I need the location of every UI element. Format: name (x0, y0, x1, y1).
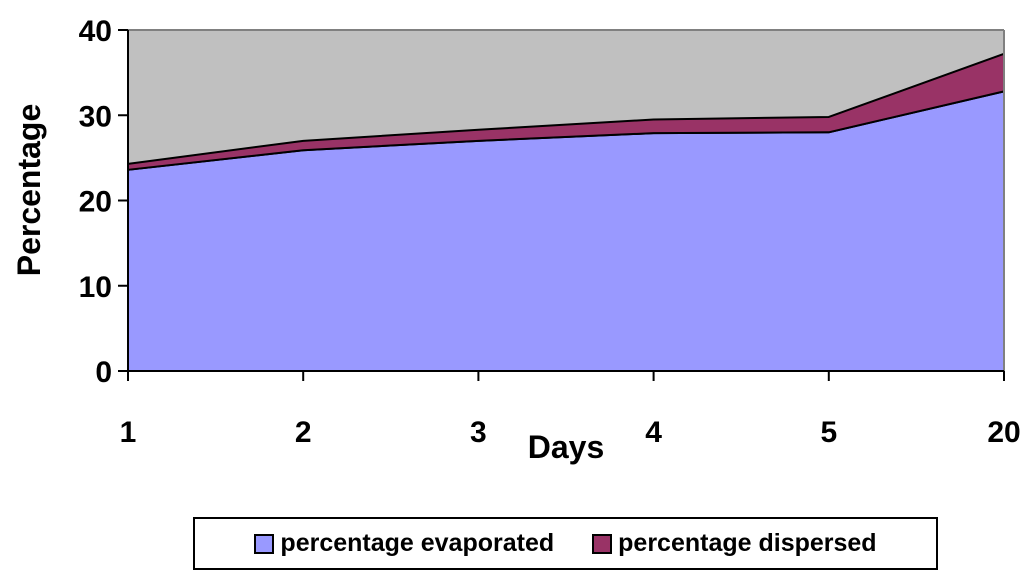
y-tick-label: 20 (79, 186, 112, 219)
y-tick-label: 10 (79, 271, 112, 304)
legend-label-dispersed: percentage dispersed (618, 529, 877, 557)
x-tick-label: 20 (987, 416, 1020, 449)
x-tick-label: 4 (645, 416, 662, 449)
y-axis-title: Percentage (11, 104, 47, 277)
y-axis-ticks: 0 10 20 30 40 (79, 15, 128, 389)
x-tick-label: 5 (820, 416, 837, 449)
legend: percentage evaporated percentage dispers… (193, 517, 938, 570)
legend-item-evaporated: percentage evaporated (254, 529, 554, 558)
x-axis-ticks: 1 2 3 4 5 20 (120, 371, 1021, 449)
x-axis-title: Days (528, 429, 605, 465)
y-tick-label: 40 (79, 15, 112, 48)
x-tick-label: 3 (470, 416, 487, 449)
legend-item-dispersed: percentage dispersed (592, 529, 877, 558)
y-tick-label: 30 (79, 100, 112, 133)
legend-label-evaporated: percentage evaporated (280, 529, 555, 557)
x-tick-label: 2 (295, 416, 312, 449)
x-tick-label: 1 (120, 416, 137, 449)
legend-swatch-dispersed (592, 533, 613, 554)
y-tick-label: 0 (95, 356, 112, 389)
legend-swatch-evaporated (254, 533, 275, 554)
